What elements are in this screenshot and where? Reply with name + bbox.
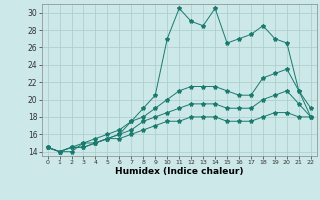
X-axis label: Humidex (Indice chaleur): Humidex (Indice chaleur) xyxy=(115,167,244,176)
